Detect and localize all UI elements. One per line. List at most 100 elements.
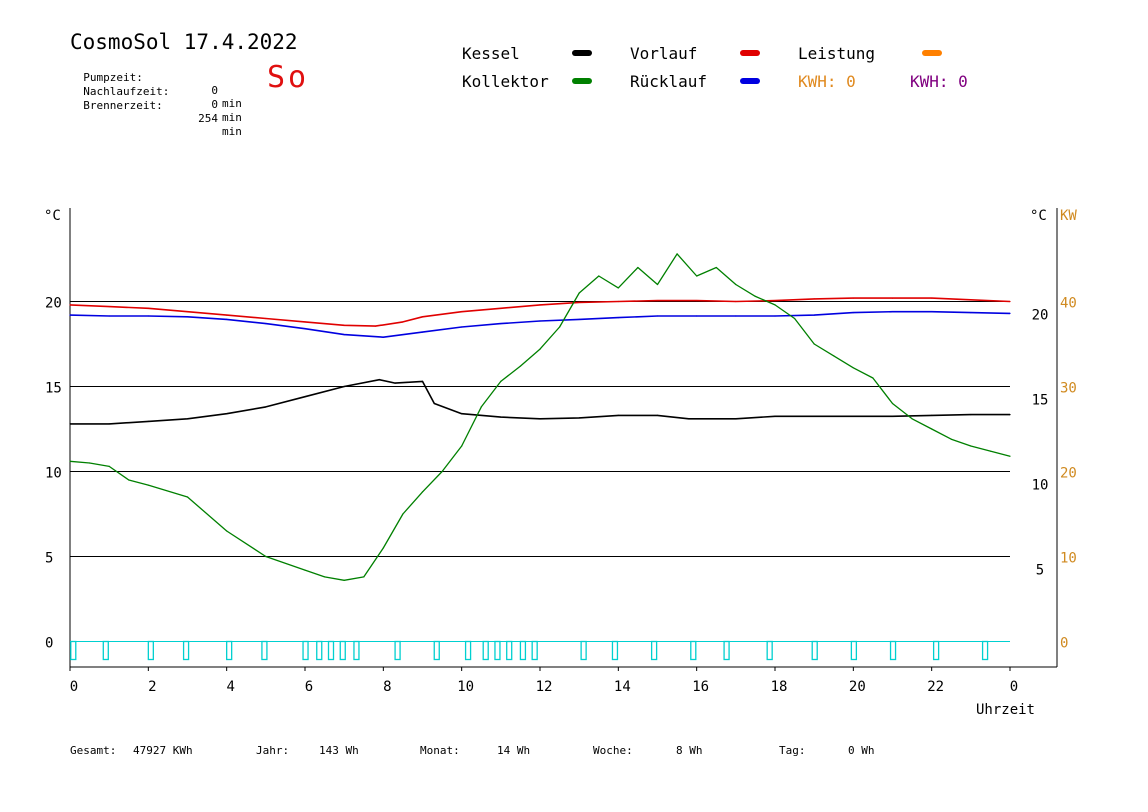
legend-leistung-label: Leistung <box>798 44 876 63</box>
y-left-unit: °C <box>44 208 61 224</box>
data-point-vorlauf <box>186 311 189 313</box>
footer-monat-value: 14 Wh <box>497 744 531 757</box>
data-point-kollektor <box>402 513 404 515</box>
data-point-kollektor <box>500 380 502 382</box>
x-tick-label: 20 <box>849 679 866 695</box>
data-point-vorlauf <box>147 307 149 309</box>
legend-vorlauf-swatch <box>740 50 760 56</box>
data-point-kessel <box>852 415 854 417</box>
pump-pulse <box>650 640 658 661</box>
data-point-vorlauf <box>374 325 377 327</box>
data-point-vorlauf <box>656 300 659 302</box>
data-point-rcklauf <box>421 331 424 333</box>
data-point-kollektor <box>69 460 71 462</box>
pump-pulse <box>147 640 154 661</box>
data-point-kessel <box>226 413 228 415</box>
data-point-kollektor <box>128 479 130 481</box>
data-point-kollektor <box>833 355 835 357</box>
data-point-kollektor <box>382 547 384 549</box>
y-left-tick-label: 0 <box>45 636 53 652</box>
brennerzeit-row: Brennerzeit: 254 min <box>70 86 242 138</box>
data-point-rcklauf <box>304 328 306 330</box>
data-point-vorlauf <box>970 299 972 301</box>
legend-kessel-swatch <box>572 50 592 56</box>
data-point-kessel <box>378 379 380 381</box>
pump-pulse <box>690 640 697 661</box>
data-point-kollektor <box>754 295 757 297</box>
data-point-rcklauf <box>696 315 698 317</box>
footer-gesamt-label: Gesamt: <box>70 744 117 757</box>
data-point-vorlauf <box>813 298 815 300</box>
data-point-kollektor <box>735 283 737 286</box>
y-right-tick-label: 10 <box>1032 478 1049 494</box>
data-point-kollektor <box>794 317 796 320</box>
data-point-rcklauf <box>735 315 737 317</box>
legend-ruecklauf-label: Rücklauf <box>630 72 708 91</box>
data-point-kollektor <box>598 275 600 277</box>
legend-kollektor-label: Kollektor <box>462 72 549 91</box>
data-point-rcklauf <box>226 318 228 320</box>
data-point-kollektor <box>324 576 326 578</box>
data-point-rcklauf <box>343 334 345 336</box>
legend-kwh-solar: KWH: 0 <box>798 72 856 91</box>
data-point-kollektor <box>559 326 561 328</box>
y-power-tick-label: 0 <box>1060 636 1068 652</box>
data-point-rcklauf <box>891 311 894 313</box>
data-point-rcklauf <box>500 323 502 325</box>
data-point-kessel <box>343 385 345 388</box>
data-point-kessel <box>1009 414 1011 416</box>
data-point-kessel <box>69 423 71 425</box>
data-point-kessel <box>931 414 933 416</box>
pump-pulse <box>580 640 587 661</box>
pump-pulse <box>302 640 309 661</box>
x-axis-label: Uhrzeit <box>976 702 1035 718</box>
data-point-rcklauf <box>147 315 149 317</box>
data-point-kollektor <box>480 406 482 408</box>
y-power-tick-label: 10 <box>1060 551 1077 567</box>
data-point-kessel <box>461 413 463 415</box>
data-point-kollektor <box>186 496 189 498</box>
data-point-rcklauf <box>774 315 776 317</box>
data-point-vorlauf <box>69 304 71 306</box>
data-point-vorlauf <box>226 314 228 316</box>
data-point-vorlauf <box>931 297 933 299</box>
data-point-rcklauf <box>382 336 384 338</box>
data-point-rcklauf <box>539 320 541 322</box>
data-point-kollektor <box>578 292 580 294</box>
pump-pulse <box>316 640 323 661</box>
data-point-rcklauf <box>1009 312 1011 314</box>
data-point-rcklauf <box>970 312 972 314</box>
data-point-vorlauf <box>402 321 404 323</box>
data-point-kessel <box>578 417 580 419</box>
data-point-kollektor <box>519 365 522 367</box>
data-point-kessel <box>688 418 690 420</box>
data-point-kollektor <box>774 304 776 306</box>
pumpzeit-value: 0 <box>211 84 218 97</box>
pump-pulse <box>611 640 619 661</box>
y-right-unit: °C <box>1030 208 1047 224</box>
pump-pulse <box>506 640 513 661</box>
x-tick-label: 4 <box>226 679 234 695</box>
data-point-vorlauf <box>500 307 502 309</box>
pump-pulse <box>70 640 77 661</box>
data-point-kessel <box>774 415 776 417</box>
nachlaufzeit-row: Nachlaufzeit: 0 min <box>70 72 242 124</box>
footer-monat-label: Monat: <box>420 744 460 757</box>
data-point-vorlauf <box>578 301 580 303</box>
data-point-kollektor <box>89 462 91 464</box>
footer-woche-label: Woche: <box>593 744 633 757</box>
pump-pulse <box>531 640 538 661</box>
data-point-kollektor <box>656 283 659 286</box>
data-point-vorlauf <box>539 304 541 306</box>
pumpzeit-row: Pumpzeit: 0 min <box>70 58 242 110</box>
y-power-tick-label: 30 <box>1060 381 1077 397</box>
y-left-tick-label: 10 <box>45 466 62 482</box>
pump-pulse <box>226 640 233 661</box>
data-point-kessel <box>433 402 435 405</box>
data-point-kollektor <box>226 530 228 532</box>
legend-ruecklauf-swatch <box>740 78 760 84</box>
pump-pulse <box>102 640 109 661</box>
footer-tag-value: 0 Wh <box>848 744 875 757</box>
legend-kollektor-swatch <box>572 78 592 84</box>
pump-pulse <box>261 640 268 661</box>
